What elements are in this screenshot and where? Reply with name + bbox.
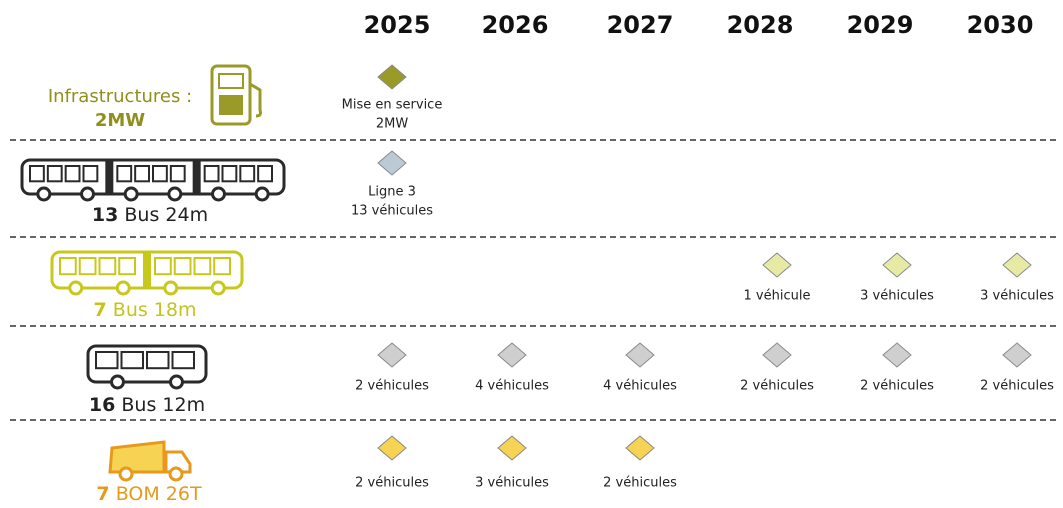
bus-window: [146, 351, 170, 370]
bus-window: [120, 351, 144, 370]
bus-window: [171, 351, 195, 370]
milestone-diamond: [762, 252, 792, 278]
milestone-text: 2 véhicules: [355, 379, 429, 394]
milestone-text: 2 véhicules: [860, 379, 934, 394]
milestone-diamond: [625, 435, 655, 461]
bus-wheel: [210, 280, 226, 296]
bus-window: [95, 351, 119, 370]
milestone-text: 3 véhicules: [475, 476, 549, 491]
truck-cab: [164, 450, 192, 474]
bus-joint: [143, 252, 151, 288]
bus-window: [118, 257, 136, 276]
milestone-text: 2 véhicules: [740, 379, 814, 394]
year-label: 2025: [364, 11, 431, 39]
year-label: 2027: [607, 11, 674, 39]
year-label: 2026: [482, 11, 549, 39]
bus-wheel: [115, 280, 131, 296]
row-label: 7 Bus 18m: [94, 299, 197, 321]
vehicle-count: 16: [89, 394, 115, 416]
vehicle-type: BOM 26T: [116, 483, 202, 505]
milestone-diamond: [377, 342, 407, 368]
bus-window: [193, 257, 212, 276]
milestone-diamond: [377, 435, 407, 461]
milestone-diamond: [377, 64, 407, 90]
h2-screen: [218, 73, 244, 89]
milestone-diamond: [625, 342, 655, 368]
vehicle-type: Bus 24m: [124, 204, 208, 226]
milestone-text: 3 véhicules: [860, 289, 934, 304]
bus-window: [257, 165, 273, 183]
vehicle-count: 7: [94, 299, 107, 321]
milestone-text: 2MW: [376, 117, 408, 132]
bus-window: [152, 165, 168, 183]
bus-wheel: [110, 374, 125, 390]
bus-window: [239, 165, 256, 183]
vehicle-count: 7: [96, 483, 109, 505]
vehicle-count: 13: [92, 204, 118, 226]
bus-wheel: [163, 280, 179, 296]
year-label: 2028: [727, 11, 794, 39]
row-label: 7 BOM 26T: [96, 483, 202, 505]
bus-window: [98, 257, 117, 276]
bus-wheel: [68, 280, 84, 296]
bus-window: [64, 165, 81, 183]
bus-joint: [192, 160, 201, 194]
milestone-diamond: [497, 435, 527, 461]
milestone-diamond: [1002, 342, 1032, 368]
h2-badge: [219, 95, 243, 115]
bus-window: [154, 257, 172, 276]
milestone-diamond: [377, 150, 407, 176]
bus-window: [82, 165, 99, 183]
bus-window: [59, 257, 77, 276]
h2-hose: [249, 82, 262, 118]
bus-wheel: [80, 186, 95, 202]
bus-wheel: [254, 186, 270, 202]
milestone-text: 2 véhicules: [355, 476, 429, 491]
truck-wheel: [118, 466, 134, 482]
bus-window: [29, 165, 45, 183]
milestone-text: 3 véhicules: [980, 289, 1054, 304]
bus-wheel: [169, 374, 184, 390]
milestone-text: 1 véhicule: [744, 289, 811, 304]
bus-joint: [105, 160, 114, 194]
vehicle-type: Bus 12m: [121, 394, 205, 416]
row-label: 16 Bus 12m: [89, 394, 205, 416]
bus-window: [221, 165, 238, 183]
year-label: 2030: [967, 11, 1034, 39]
bus-window: [78, 257, 97, 276]
milestone-text: 13 véhicules: [351, 204, 433, 219]
milestone-text: 4 véhicules: [603, 379, 677, 394]
row-label: Infrastructures :: [48, 86, 192, 107]
milestone-text: 4 véhicules: [475, 379, 549, 394]
bus-window: [173, 257, 192, 276]
bus-window: [46, 165, 63, 183]
bus-window: [169, 165, 186, 183]
milestone-text: Ligne 3: [368, 185, 416, 200]
truck-wheel: [168, 466, 184, 482]
milestone-diamond: [1002, 252, 1032, 278]
milestone-text: Mise en service: [342, 98, 443, 113]
bus-window: [203, 165, 220, 183]
bus-wheel: [211, 186, 226, 202]
bus-wheel: [123, 186, 139, 202]
year-label: 2029: [847, 11, 914, 39]
vehicle-type: Bus 18m: [113, 299, 197, 321]
bus-wheel: [36, 186, 52, 202]
row-label: 13 Bus 24m: [92, 204, 208, 226]
bus-window: [134, 165, 151, 183]
bus-window: [213, 257, 231, 276]
milestone-diamond: [762, 342, 792, 368]
milestone-diamond: [497, 342, 527, 368]
milestone-diamond: [882, 342, 912, 368]
truck-body: [108, 440, 166, 474]
milestone-diamond: [882, 252, 912, 278]
bus-wheel: [167, 186, 183, 202]
row-label: 2MW: [95, 110, 145, 131]
milestone-text: 2 véhicules: [980, 379, 1054, 394]
milestone-text: 2 véhicules: [603, 476, 677, 491]
bus-window: [116, 165, 133, 183]
